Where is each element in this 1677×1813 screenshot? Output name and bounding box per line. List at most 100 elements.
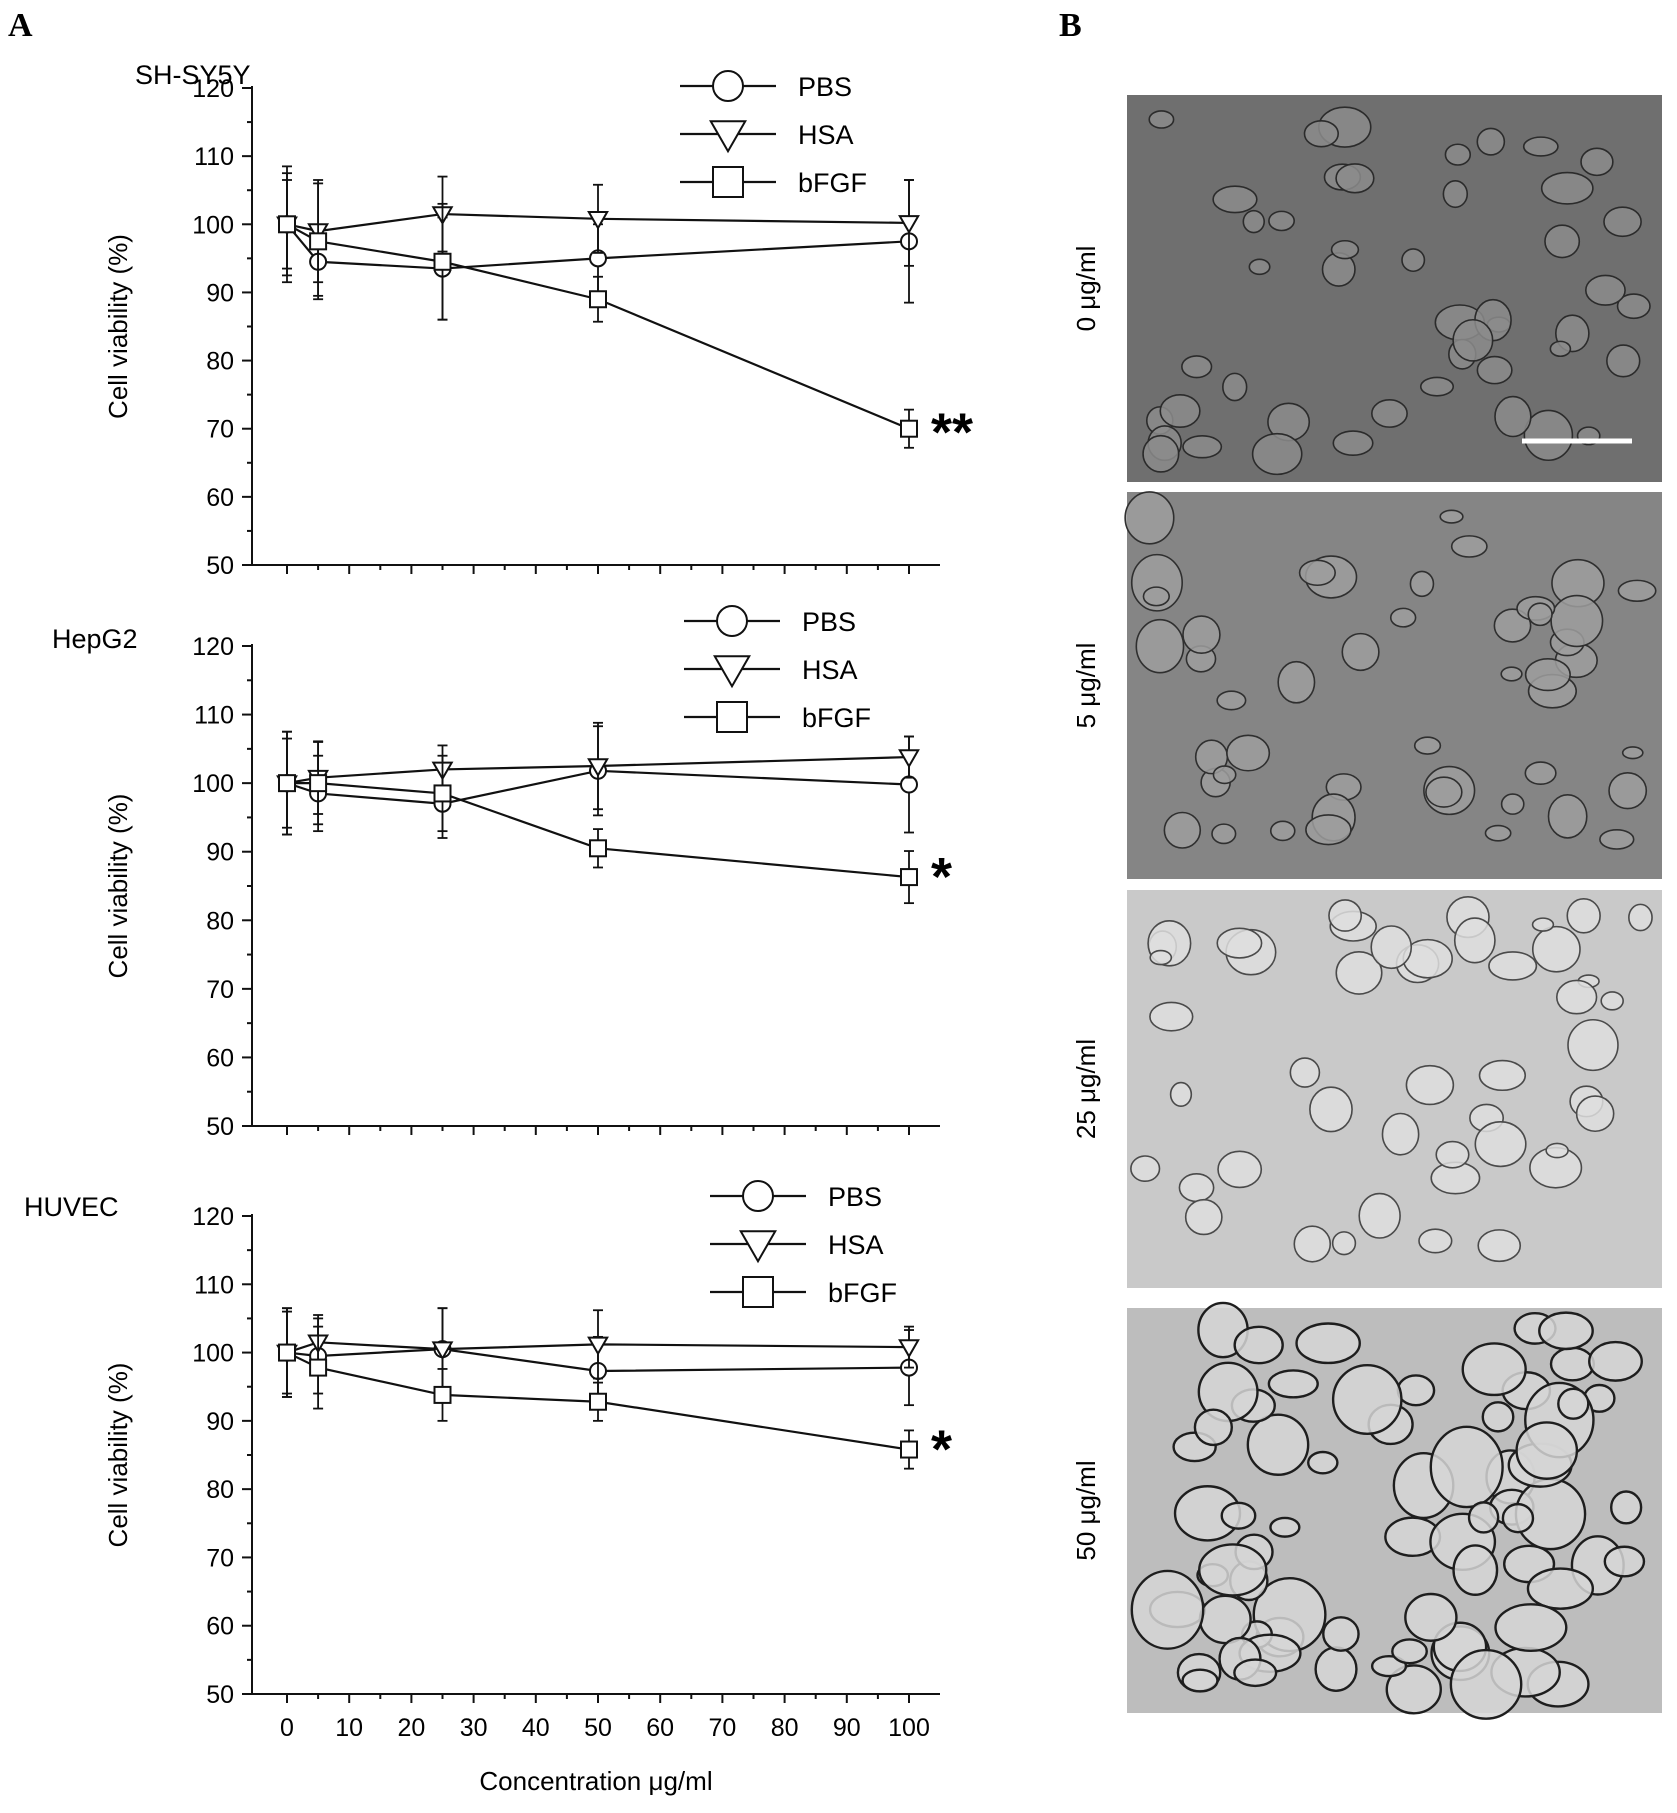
x-tick-label: 70	[708, 1714, 736, 1742]
cell	[1246, 1413, 1310, 1476]
cell	[1452, 1544, 1499, 1596]
cell	[1332, 430, 1374, 456]
cell	[1442, 179, 1469, 209]
cell	[1617, 579, 1657, 602]
y-tick-label: 50	[206, 552, 234, 580]
cell	[1182, 434, 1223, 459]
cell	[1616, 293, 1651, 320]
y-axis-title: Cell viability (%)	[103, 234, 133, 419]
concentration-label: 50 μg/ml	[1071, 1460, 1101, 1560]
cell	[1555, 979, 1598, 1015]
cell	[1381, 1112, 1420, 1156]
data-point-hsa	[587, 211, 609, 231]
data-point-bfgf	[433, 784, 452, 803]
cell-line-label: SH-SY5Y	[135, 60, 251, 90]
panel-b-letter: B	[1059, 7, 1082, 44]
cell	[1269, 1516, 1301, 1538]
y-tick-label: 60	[206, 1044, 234, 1072]
cell	[1303, 119, 1339, 148]
legend-label-hsa: HSA	[802, 655, 858, 685]
cell	[1148, 110, 1175, 129]
cell	[1130, 1155, 1161, 1183]
data-point-hsa	[587, 1336, 609, 1356]
cell	[1389, 607, 1417, 628]
chart-sh-sy5y: SH-SY5Y 50 60 70 80 90 100 110 120 Cell viability…	[103, 60, 973, 580]
cell	[1540, 171, 1594, 205]
legend-marker-hsa	[709, 120, 747, 154]
x-tick-label: 20	[397, 1714, 425, 1742]
cell	[1523, 409, 1574, 462]
y-tick-label: 120	[192, 633, 234, 661]
cell	[1599, 828, 1635, 850]
data-point-hsa	[431, 1341, 454, 1361]
legend-marker-hsa	[713, 655, 751, 689]
y-tick-label: 120	[192, 75, 234, 103]
x-tick-label: 0	[280, 1714, 294, 1742]
cell	[1444, 143, 1472, 166]
cell	[1149, 1001, 1194, 1032]
legend-marker-hsa	[739, 1230, 777, 1264]
x-axis-title: Concentration μg/ml	[479, 1766, 712, 1796]
data-point-bfgf	[589, 1392, 607, 1411]
data-point-bfgf	[589, 839, 607, 858]
cell	[1435, 1140, 1470, 1169]
x-tick-label: 10	[335, 1714, 363, 1742]
significance-marker: **	[931, 403, 973, 463]
cell	[1522, 136, 1559, 157]
cell	[1289, 1057, 1321, 1088]
cell	[1184, 1198, 1223, 1236]
cell	[1242, 209, 1265, 234]
data-point-hsa	[898, 1339, 920, 1359]
cell	[1419, 376, 1455, 397]
data-point-bfgf	[900, 868, 918, 887]
significance-marker: *	[931, 847, 952, 907]
cell	[1401, 248, 1426, 273]
cell	[1267, 1369, 1319, 1399]
cell	[1478, 1059, 1527, 1092]
cell	[1385, 1664, 1442, 1715]
cell	[1538, 1311, 1594, 1351]
cell	[1474, 1121, 1527, 1168]
cell	[1515, 1421, 1579, 1480]
cell	[1544, 224, 1581, 259]
cell	[1600, 991, 1624, 1011]
cell	[1268, 210, 1295, 232]
cell	[1212, 185, 1258, 214]
cell	[1531, 917, 1555, 932]
cell	[1409, 570, 1435, 598]
cell	[1580, 147, 1614, 177]
cell	[1305, 814, 1352, 846]
legend-label-pbs: PBS	[798, 72, 852, 102]
micrograph-50-ug-ml: 50 μg/ml	[1071, 1301, 1662, 1720]
cell	[1178, 1172, 1215, 1203]
y-tick-label: 70	[206, 976, 234, 1004]
cell	[1307, 1450, 1339, 1475]
cell	[1335, 950, 1383, 995]
cell	[1216, 927, 1263, 959]
cell-line-label: HUVEC	[24, 1192, 119, 1222]
cell	[1193, 1408, 1233, 1447]
y-tick-label: 60	[206, 1613, 234, 1641]
concentration-label: 5 μg/ml	[1071, 643, 1101, 729]
data-point-bfgf	[309, 774, 328, 793]
y-tick-label: 100	[192, 770, 234, 798]
cell	[1585, 274, 1626, 306]
cell	[1425, 776, 1463, 808]
cell	[1226, 734, 1271, 772]
cell	[1609, 1490, 1643, 1525]
cell	[1493, 608, 1532, 643]
y-axis-title: Cell viability (%)	[103, 794, 133, 979]
cell	[1233, 1658, 1278, 1688]
cell	[1216, 690, 1247, 711]
y-axis-title: Cell viability (%)	[103, 1363, 133, 1548]
cell	[1628, 903, 1653, 932]
cell	[1461, 1342, 1527, 1397]
cell	[1322, 1616, 1360, 1652]
cell	[1135, 618, 1185, 674]
cell	[1198, 1594, 1252, 1645]
cell	[1404, 1592, 1458, 1642]
cell	[1328, 899, 1363, 932]
cell	[1331, 1231, 1357, 1256]
cell	[1608, 772, 1648, 810]
